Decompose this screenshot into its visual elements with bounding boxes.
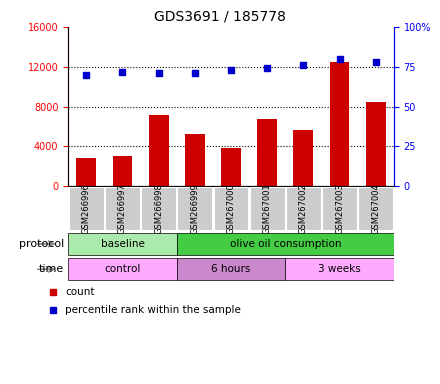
Text: GSM267004: GSM267004: [371, 183, 380, 234]
Text: GSM267003: GSM267003: [335, 183, 344, 234]
Bar: [177, 233, 394, 255]
Text: GSM267001: GSM267001: [263, 183, 271, 234]
Bar: [330, 62, 349, 186]
Text: GSM267002: GSM267002: [299, 183, 308, 234]
Point: [191, 70, 198, 76]
Bar: [113, 156, 132, 186]
Text: count: count: [65, 287, 95, 297]
Point: [83, 71, 90, 78]
Text: protocol: protocol: [18, 239, 64, 249]
Text: GSM266996: GSM266996: [82, 183, 91, 234]
Point: [300, 62, 307, 68]
Text: 6 hours: 6 hours: [211, 264, 251, 274]
Point: [264, 65, 271, 71]
Point: [336, 56, 343, 62]
Text: GSM266999: GSM266999: [191, 183, 199, 234]
Bar: [68, 258, 177, 280]
Bar: [213, 187, 249, 230]
Bar: [177, 258, 285, 280]
Bar: [250, 187, 285, 230]
Bar: [285, 258, 394, 280]
Bar: [149, 114, 169, 186]
Bar: [141, 187, 176, 230]
Bar: [286, 187, 321, 230]
Text: control: control: [104, 264, 141, 274]
Bar: [293, 131, 313, 186]
Text: GDS3691 / 185778: GDS3691 / 185778: [154, 10, 286, 23]
Bar: [185, 134, 205, 186]
Text: time: time: [39, 264, 64, 274]
Bar: [257, 119, 277, 186]
Text: percentile rank within the sample: percentile rank within the sample: [65, 305, 241, 314]
Text: GSM266998: GSM266998: [154, 183, 163, 234]
Point: [372, 59, 379, 65]
Bar: [69, 187, 104, 230]
Bar: [177, 187, 212, 230]
Bar: [105, 187, 140, 230]
Text: 3 weeks: 3 weeks: [318, 264, 361, 274]
Bar: [68, 233, 177, 255]
Bar: [366, 102, 386, 186]
Point: [227, 67, 235, 73]
Bar: [77, 158, 96, 186]
Bar: [221, 148, 241, 186]
Text: baseline: baseline: [100, 239, 144, 249]
Point: [119, 68, 126, 74]
Text: GSM267000: GSM267000: [227, 183, 235, 234]
Text: GSM266997: GSM266997: [118, 183, 127, 234]
Bar: [322, 187, 357, 230]
Text: olive oil consumption: olive oil consumption: [230, 239, 341, 249]
Point: [155, 70, 162, 76]
Bar: [358, 187, 393, 230]
